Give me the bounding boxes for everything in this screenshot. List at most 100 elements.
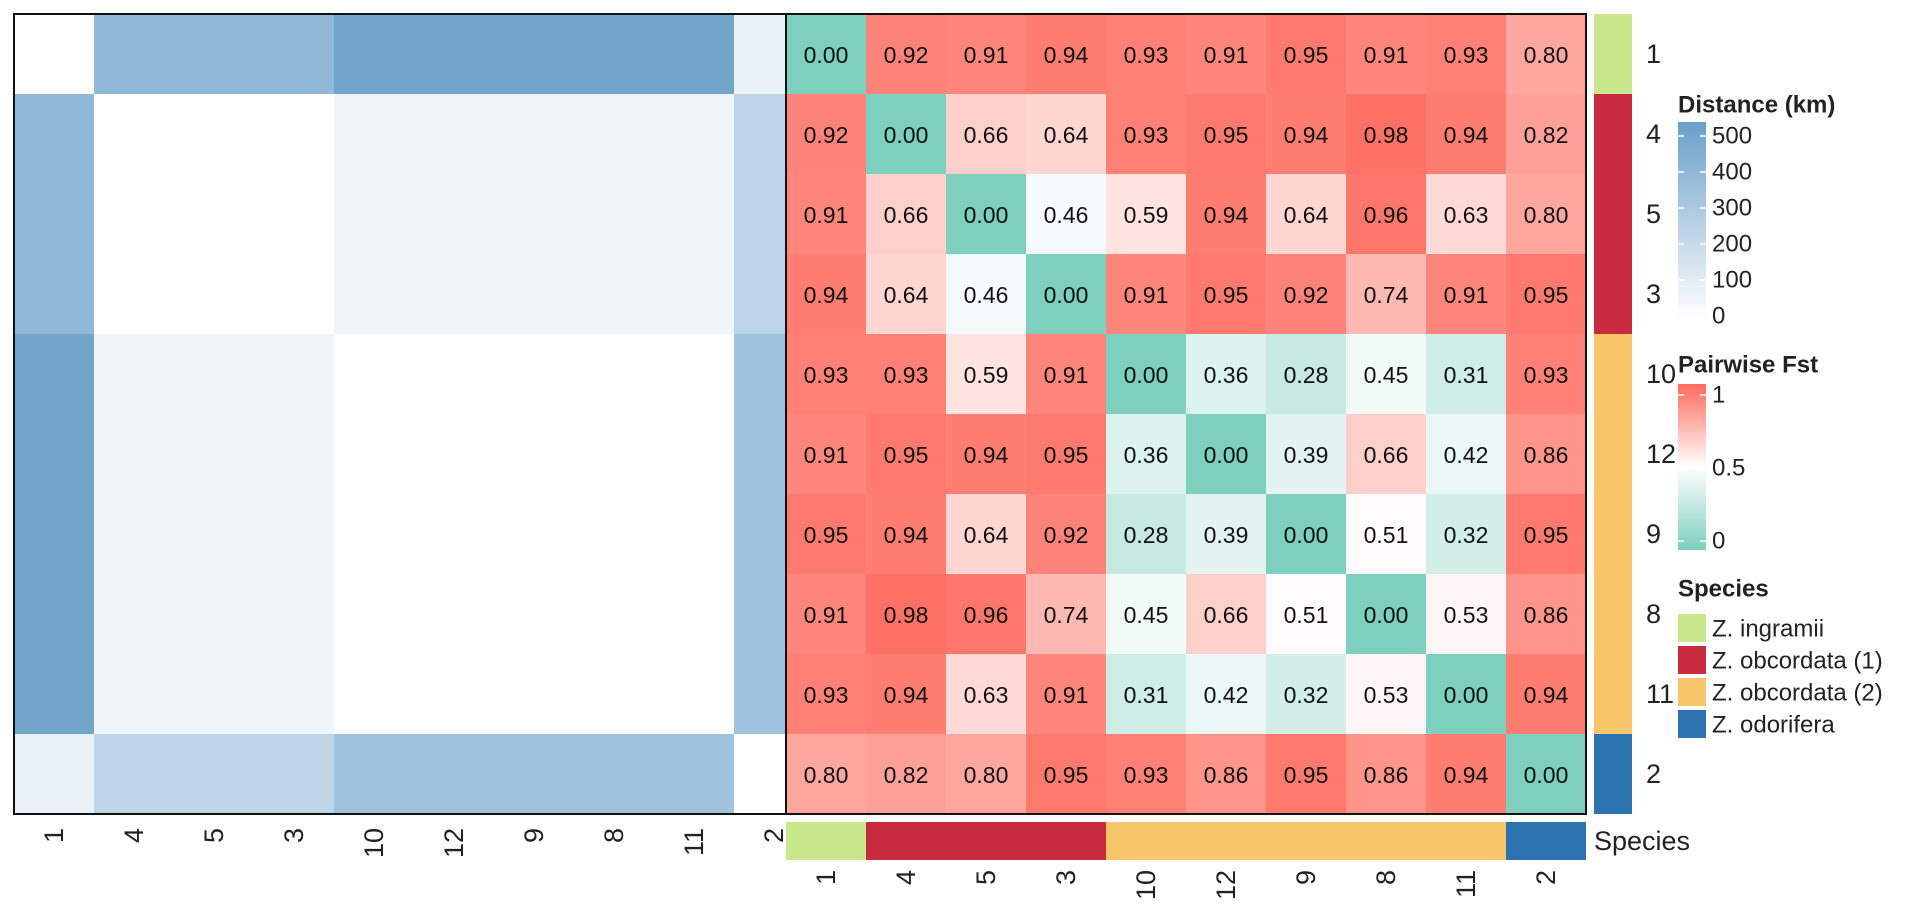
distance-cell <box>574 254 654 334</box>
fst-cell <box>946 654 1026 734</box>
fst-cell-label: 0.00 <box>884 122 929 148</box>
distance-cell <box>414 734 494 814</box>
fst-cell-label: 0.91 <box>804 602 849 628</box>
distance-cell <box>574 494 654 574</box>
distance-cell <box>414 94 494 174</box>
species-col-bar <box>1106 822 1186 860</box>
fst-row-label: 4 <box>1646 119 1661 149</box>
distance-cell <box>654 94 734 174</box>
fst-cell-label: 0.86 <box>1524 442 1569 468</box>
fst-row-label: 2 <box>1646 759 1661 789</box>
fst-col-label: 9 <box>1291 870 1321 885</box>
distance-cell <box>654 734 734 814</box>
fst-cell-label: 0.63 <box>964 682 1009 708</box>
species-row-bar <box>1594 334 1632 414</box>
fst-cell <box>1186 334 1266 414</box>
distance-cell <box>14 734 94 814</box>
fst-cell-label: 0.74 <box>1044 602 1089 628</box>
fst-cell <box>1266 494 1346 574</box>
fst-cell-label: 0.91 <box>1044 682 1089 708</box>
distance-legend-title: Distance (km) <box>1678 92 1835 119</box>
fst-cell-label: 0.80 <box>804 762 849 788</box>
fst-row-label: 11 <box>1646 679 1674 709</box>
fst-cell-label: 0.95 <box>1284 42 1329 68</box>
fst-col-label: 3 <box>1051 870 1081 885</box>
fst-cell-label: 0.82 <box>884 762 929 788</box>
fst-cell-label: 0.82 <box>1524 122 1569 148</box>
distance-cell <box>174 734 254 814</box>
fst-cell-label: 0.42 <box>1204 682 1249 708</box>
distance-cell <box>574 414 654 494</box>
fst-cell-label: 0.66 <box>884 202 929 228</box>
fst-cell-label: 0.36 <box>1124 442 1169 468</box>
fst-legend-tick: 0.5 <box>1712 455 1745 482</box>
distance-x-tick: 8 <box>599 828 629 843</box>
fst-cell-label: 0.95 <box>1284 762 1329 788</box>
distance-cell <box>14 174 94 254</box>
fst-cell <box>1506 494 1586 574</box>
fst-cell <box>866 414 946 494</box>
fst-cell-label: 0.32 <box>1284 682 1329 708</box>
fst-cell <box>786 94 866 174</box>
fst-cell-label: 0.00 <box>1124 362 1169 388</box>
fst-cell-label: 0.53 <box>1444 602 1489 628</box>
fst-cell <box>1266 334 1346 414</box>
fst-cell-label: 0.93 <box>1444 42 1489 68</box>
distance-cell <box>334 574 414 654</box>
fst-legend-title: Pairwise Fst <box>1678 352 1818 379</box>
distance-legend-tick: 400 <box>1712 159 1752 186</box>
distance-cell <box>334 334 414 414</box>
fst-cell-label: 0.36 <box>1204 362 1249 388</box>
fst-border <box>785 13 1587 815</box>
species-col-bar <box>1266 822 1346 860</box>
fst-cell <box>866 14 946 94</box>
fst-cell-label: 0.31 <box>1124 682 1169 708</box>
species-col-bar <box>1186 822 1266 860</box>
species-legend-title: Species <box>1678 576 1769 603</box>
distance-cell <box>494 414 574 494</box>
fst-cell <box>1106 734 1186 814</box>
fst-cell <box>786 654 866 734</box>
fst-cell <box>1026 734 1106 814</box>
distance-x-tick: 4 <box>119 828 149 843</box>
species-col-bar <box>1426 822 1506 860</box>
fst-cell <box>1426 334 1506 414</box>
distance-cell <box>334 174 414 254</box>
distance-cell <box>254 254 334 334</box>
fst-cell <box>1426 14 1506 94</box>
species-row-bar <box>1594 414 1632 494</box>
fst-cell-label: 0.95 <box>1044 762 1089 788</box>
fst-cell <box>1426 734 1506 814</box>
species-row-bar <box>1594 14 1632 94</box>
distance-x-tick: 2 <box>759 828 789 843</box>
distance-cell <box>334 94 414 174</box>
fst-cell-label: 0.93 <box>1124 42 1169 68</box>
fst-cell-label: 0.91 <box>804 442 849 468</box>
fst-cell <box>786 254 866 334</box>
distance-cell <box>574 94 654 174</box>
fst-cell <box>1426 494 1506 574</box>
fst-cell-label: 0.66 <box>1364 442 1409 468</box>
fst-cell-label: 0.95 <box>804 522 849 548</box>
distance-legend-tick: 300 <box>1712 195 1752 222</box>
fst-cell-label: 0.86 <box>1524 602 1569 628</box>
fst-cell-label: 0.39 <box>1284 442 1329 468</box>
distance-cell <box>414 254 494 334</box>
fst-cell <box>946 174 1026 254</box>
distance-colorbar <box>1678 122 1706 318</box>
fst-cell-label: 0.31 <box>1444 362 1489 388</box>
fst-cell <box>946 494 1026 574</box>
species-legend-label: Z. ingramii <box>1712 616 1824 643</box>
fst-cell-label: 0.86 <box>1364 762 1409 788</box>
distance-cell <box>654 574 734 654</box>
fst-cell-label: 0.96 <box>964 602 1009 628</box>
fst-cell <box>1346 254 1426 334</box>
fst-cell <box>786 14 866 94</box>
distance-cell <box>14 94 94 174</box>
distance-cell <box>334 414 414 494</box>
fst-cell <box>1266 174 1346 254</box>
fst-cell <box>786 494 866 574</box>
fst-cell-label: 0.91 <box>964 42 1009 68</box>
distance-x-tick: 1 <box>39 828 69 843</box>
